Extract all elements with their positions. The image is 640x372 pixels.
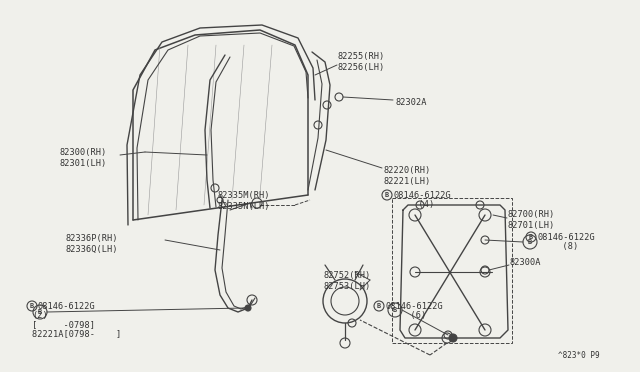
Text: (4): (4) [387,200,435,209]
Text: 08146-6122G: 08146-6122G [38,302,96,311]
Text: 82302A: 82302A [395,98,426,107]
Text: 82300A: 82300A [510,258,541,267]
Text: 82700(RH)
82701(LH): 82700(RH) 82701(LH) [508,210,556,230]
Text: (6): (6) [379,311,426,320]
Text: ^823*0 P9: ^823*0 P9 [558,351,600,360]
Text: B: B [30,303,34,309]
Text: (2): (2) [32,311,48,320]
Text: 82336P(RH)
82336Q(LH): 82336P(RH) 82336Q(LH) [65,234,118,254]
Text: 08146-6122G: 08146-6122G [385,302,443,311]
Text: B: B [529,234,533,240]
Text: 82255(RH)
82256(LH): 82255(RH) 82256(LH) [338,52,385,72]
Text: 82221A[0798-    ]: 82221A[0798- ] [32,329,121,338]
Text: B: B [385,192,389,198]
Text: 82335M(RH)
82335N(LH): 82335M(RH) 82335N(LH) [218,191,271,211]
Circle shape [245,305,251,311]
Text: 82220(RH)
82221(LH): 82220(RH) 82221(LH) [383,166,430,186]
Text: [     -0798]: [ -0798] [32,320,95,329]
Text: (8): (8) [531,242,579,251]
Text: 82300(RH)
82301(LH): 82300(RH) 82301(LH) [60,148,108,168]
Text: B: B [377,303,381,309]
Text: 08146-6122G: 08146-6122G [393,191,451,200]
Text: 82752(RH)
82753(LH): 82752(RH) 82753(LH) [323,271,371,291]
Text: B: B [38,309,42,315]
Text: B: B [393,307,397,313]
Text: 08146-6122G: 08146-6122G [537,233,595,242]
Circle shape [449,334,457,342]
Text: B: B [528,239,532,245]
Bar [392,198,512,343]
